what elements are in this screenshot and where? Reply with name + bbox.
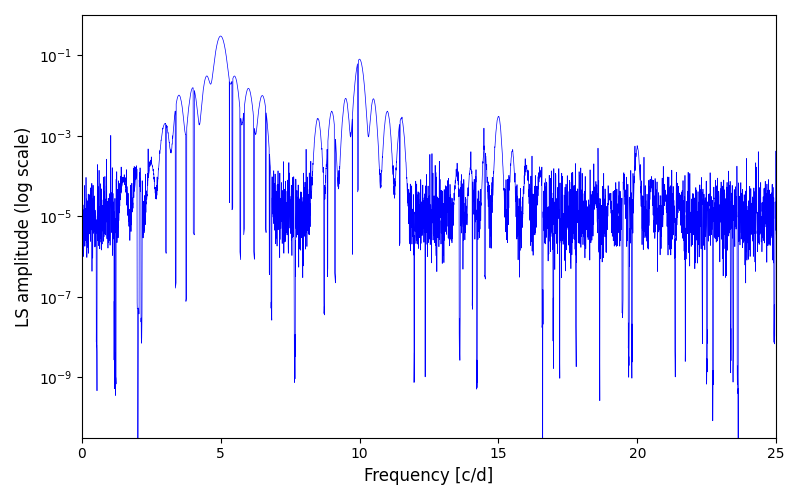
Y-axis label: LS amplitude (log scale): LS amplitude (log scale) — [15, 126, 33, 326]
X-axis label: Frequency [c/d]: Frequency [c/d] — [364, 467, 494, 485]
